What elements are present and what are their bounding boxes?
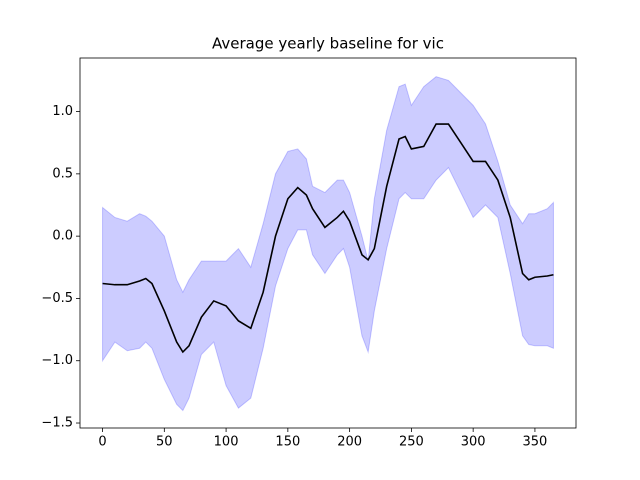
x-tick-label: 0 [98, 435, 106, 450]
x-tick-label: 300 [461, 435, 486, 450]
y-tick-label: −1.5 [41, 416, 73, 431]
x-tick-label: 100 [214, 435, 239, 450]
x-tick-label: 350 [523, 435, 548, 450]
y-tick-label: −1.0 [41, 353, 73, 368]
y-tick-label: 1.0 [52, 104, 73, 119]
y-tick-label: −0.5 [41, 291, 73, 306]
y-tick-label: 0.5 [52, 166, 73, 181]
band [102, 76, 554, 412]
mean-line [102, 123, 554, 354]
x-tick-label: 150 [275, 435, 300, 450]
chart-title: Average yearly baseline for vic [212, 35, 444, 53]
y-tick-label: 0.0 [52, 229, 73, 244]
x-tick-label: 50 [156, 435, 173, 450]
plot-frame [79, 57, 577, 429]
x-tick-label: 250 [399, 435, 424, 450]
x-tick-label: 200 [337, 435, 362, 450]
